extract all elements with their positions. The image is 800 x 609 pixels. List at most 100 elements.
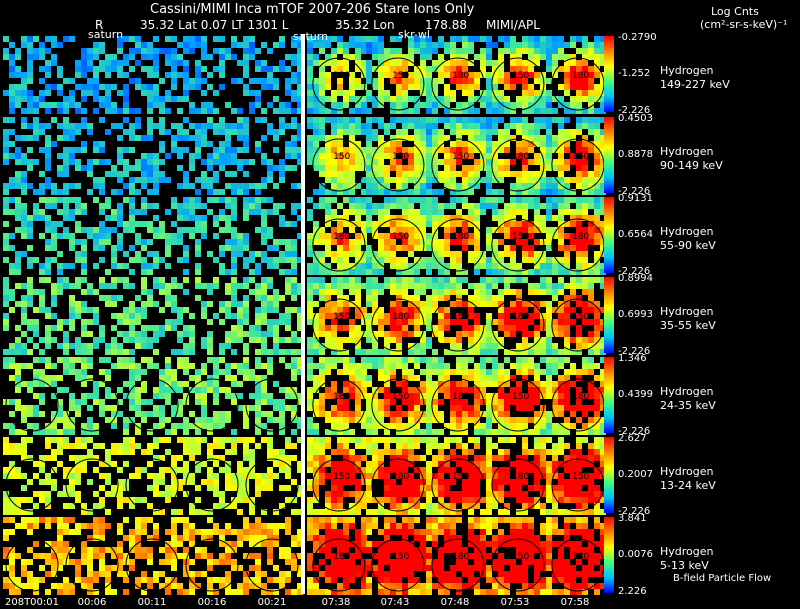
contour-label: 180 [452,392,469,402]
colorbar [604,437,614,513]
ena-image-panel [3,277,63,355]
colorbar-min-label: -2.226 [618,266,651,277]
ena-image-panel [486,197,546,275]
ena-image-panel [123,437,183,515]
energy-range-label: 35-55 keV [660,319,716,332]
ena-image-panel [546,437,606,515]
colorbar-min-label: -2.226 [618,506,651,517]
ena-image-panel [3,117,63,195]
time-tick-label: 00:16 [197,597,227,608]
plot-title: Cassini/MIMI Inca mTOF 2007-206 Stare Io… [150,2,475,17]
contour-label: 180 [392,152,409,162]
ena-image-panel [183,357,243,435]
time-tick-label: 07:38 [321,597,351,608]
ena-image-panel [243,517,303,595]
contour-label: 180 [452,71,469,81]
ena-image-panel [307,36,367,114]
contour-label: 180 [452,552,469,562]
position-readout: 35.32 Lat 0.07 LT 1301 L [140,18,289,32]
species-label: Hydrogen [660,225,714,238]
colorbar [604,117,614,193]
ena-image-panel [307,517,367,595]
ena-image-panel [183,277,243,355]
colorbar [604,36,614,112]
colorbar-min-label: -2.226 [618,105,651,116]
ena-image-panel [63,437,123,515]
ena-image-panel [243,277,303,355]
ena-image-panel [546,277,606,355]
ena-image-panel [243,197,303,275]
ena-image-panel [366,357,426,435]
contour-label: 180 [512,472,529,482]
contour-label: 180 [572,552,589,562]
ena-image-panel [63,117,123,195]
ena-image-panel [546,197,606,275]
ena-image-panel [366,277,426,355]
contour-label: 180 [333,71,350,81]
contour-label: 180 [572,392,589,402]
ena-image-panel [426,437,486,515]
contour-label: 150 [572,312,589,322]
ena-image-panel [3,36,63,114]
ena-image-panel [3,357,63,435]
species-label: Hydrogen [660,64,714,77]
time-tick-label: 208T00:01 [4,597,59,608]
colorbar-mid-label: 0.6993 [618,309,653,320]
contour-label: 150 [333,152,350,162]
contour-label: 180 [572,232,589,242]
colorbar-mid-label: 0.6564 [618,229,653,240]
ena-image-panel [123,36,183,114]
species-label: Hydrogen [660,385,714,398]
ena-image-panel [63,517,123,595]
colorbar-max-label: 0.8994 [618,273,653,284]
contour-label: 150 [452,472,469,482]
contour-label: 180 [392,312,409,322]
contour-label: 180 [333,232,350,242]
energy-range-label: 149-227 keV [660,78,730,91]
time-tick-label: 07:58 [560,597,590,608]
ena-image-panel [3,437,63,515]
ena-image-panel [486,517,546,595]
colorbar-min-label: 2.226 [618,586,647,597]
colorbar-min-label: -2.226 [618,346,651,357]
contour-label: 150 [512,232,529,242]
contour-label: 180 [512,312,529,322]
ena-image-panel [307,357,367,435]
skr-label: skr-wl [398,28,430,41]
contour-label: 150 [452,312,469,322]
contour-label: 150 [392,552,409,562]
saturn-label-left: saturn [88,28,124,41]
ena-image-panel [546,517,606,595]
ena-image-panel [123,197,183,275]
ena-image-panel [243,36,303,114]
contour-label: 150 [333,472,350,482]
saturn-label-right: saturn [293,30,329,43]
ena-image-panel [426,117,486,195]
ena-image-panel [63,197,123,275]
ena-image-panel [366,36,426,114]
contour-label: 150 [333,312,350,322]
lon-value: 178.88 [425,18,467,32]
ena-image-panel [3,517,63,595]
contour-label: 180 [512,152,529,162]
time-tick-label: 00:21 [257,597,287,608]
ena-image-panel [123,277,183,355]
ena-image-panel [546,357,606,435]
colorbar-mid-label: 0.0076 [618,549,653,560]
ena-image-panel [486,437,546,515]
ena-image-panel [486,36,546,114]
units-line1: Log Cnts [711,5,759,18]
colorbar-min-label: -2.226 [618,186,651,197]
ena-image-panel [183,117,243,195]
colorbar [604,197,614,273]
colorbar-max-label: 3.841 [618,513,647,524]
org-label: MIMI/APL [486,18,540,32]
species-label: Hydrogen [660,305,714,318]
colorbar-max-label: -0.2790 [618,32,657,43]
ena-image-panel [366,117,426,195]
ena-image-panel [63,277,123,355]
time-tick-label: 00:11 [137,597,167,608]
r-label: R [95,18,104,32]
ena-image-panel [243,357,303,435]
